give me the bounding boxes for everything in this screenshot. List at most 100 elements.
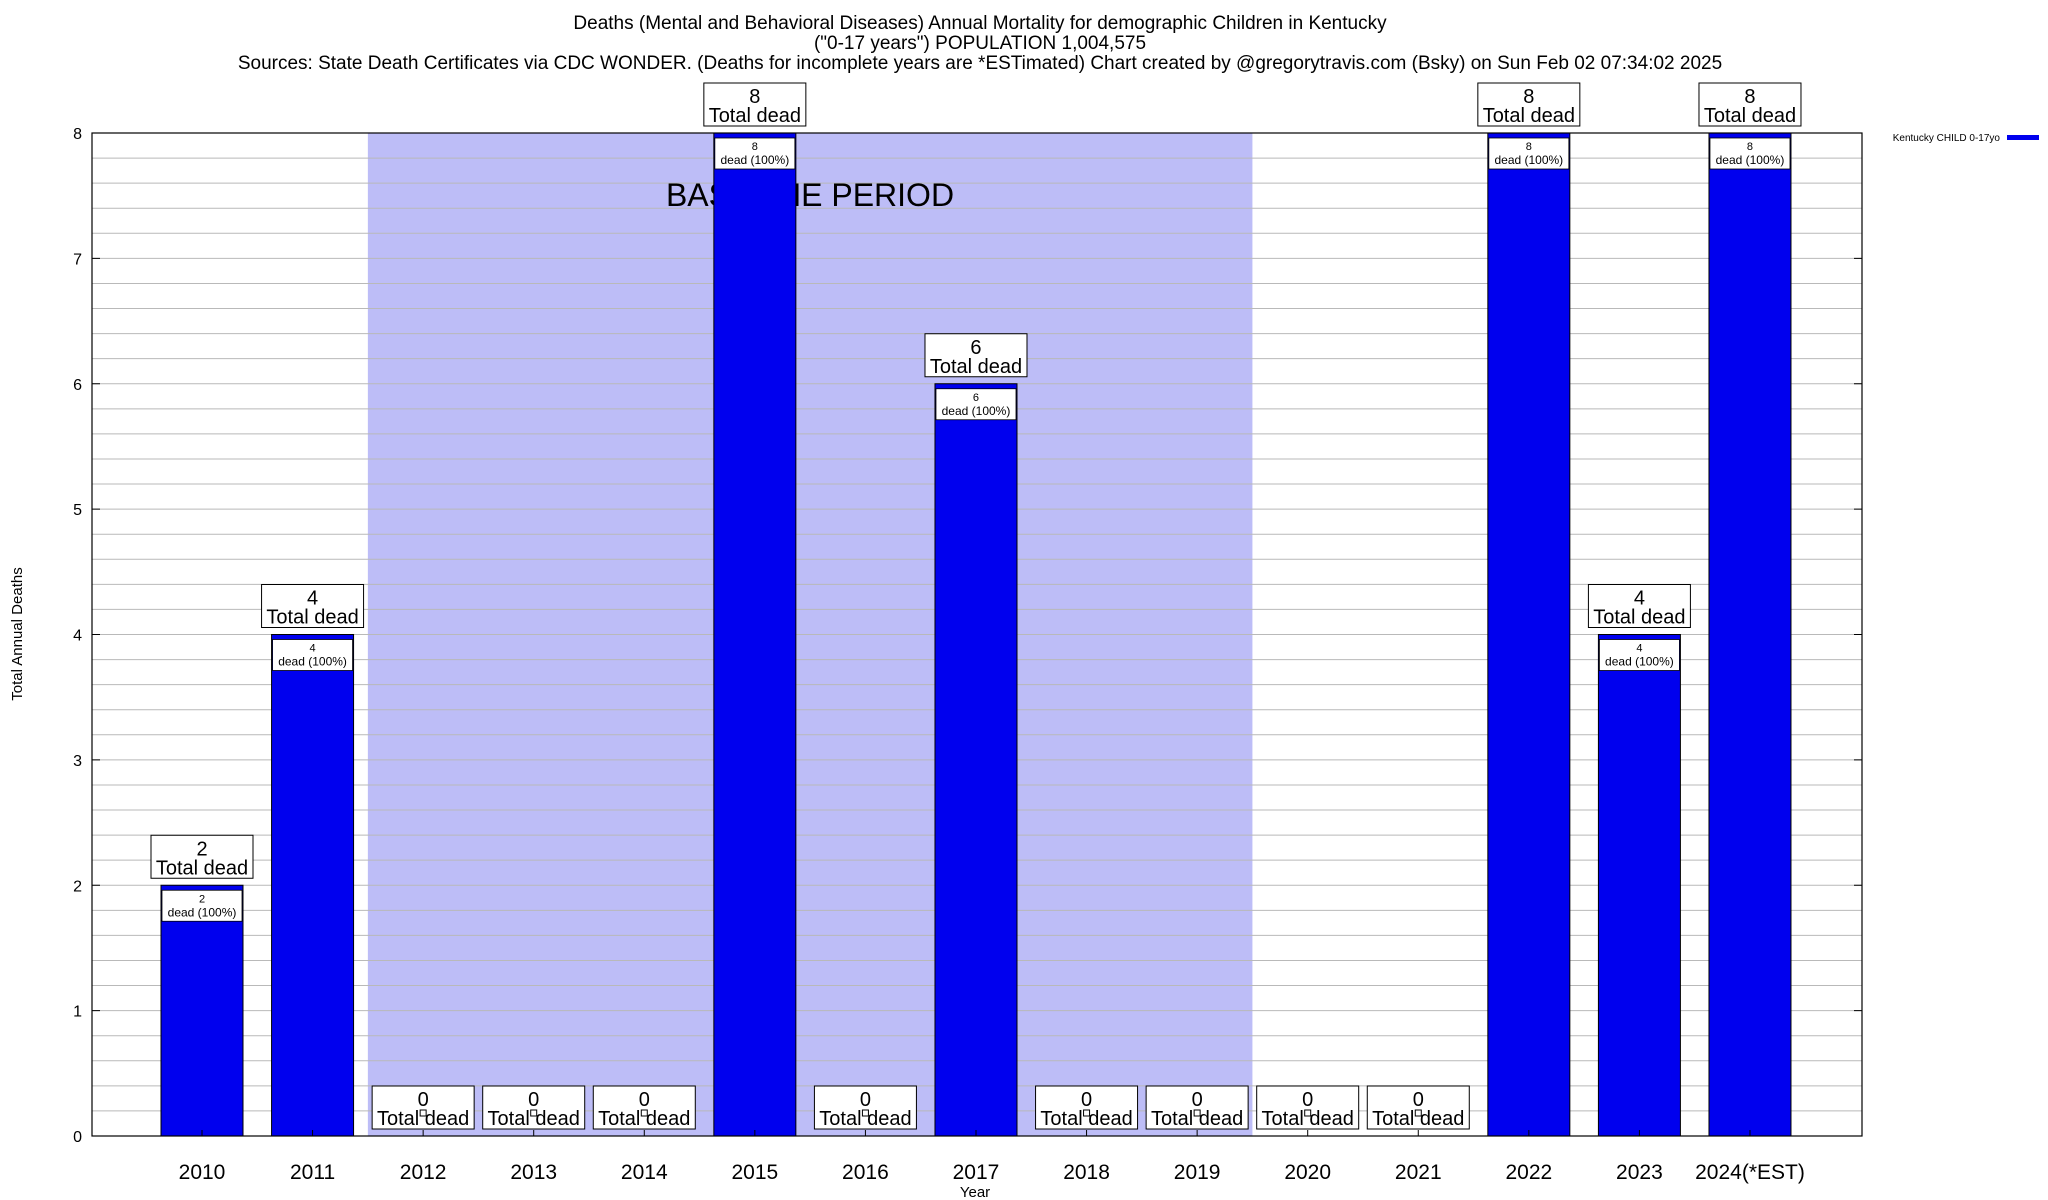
y-tick-label: 8 <box>73 126 82 143</box>
total-value-label: 2 <box>196 838 207 860</box>
inner-value-label: 6 <box>973 392 979 404</box>
total-dead-label: Total dead <box>266 607 358 629</box>
y-tick-label: 2 <box>73 878 82 895</box>
inner-value-label: 4 <box>1636 643 1642 655</box>
inner-label-box <box>714 137 796 170</box>
total-label-box <box>371 1085 475 1130</box>
bar-2024(*EST) <box>1708 132 1792 1137</box>
total-dead-label: Total dead <box>488 1108 580 1130</box>
total-dead-label: Total dead <box>1040 1108 1132 1130</box>
bar-2015 <box>713 132 797 1137</box>
total-label-box <box>1145 1085 1249 1130</box>
total-value-label: 4 <box>1634 588 1645 610</box>
total-value-label: 0 <box>860 1089 871 1111</box>
chart-title: Deaths (Mental and Behavioral Diseases) … <box>573 13 1387 34</box>
bar-2010 <box>160 884 244 1137</box>
total-value-label: 0 <box>639 1089 650 1111</box>
y-tick-label: 7 <box>73 251 82 268</box>
total-label-box <box>482 1085 586 1130</box>
zero-marker <box>1083 1109 1091 1117</box>
x-tick-label: 2015 <box>731 1161 778 1184</box>
total-value-label: 4 <box>307 588 318 610</box>
inner-label-box <box>161 889 243 922</box>
total-dead-label: Total dead <box>819 1108 911 1130</box>
y-tick-label: 5 <box>73 502 82 519</box>
total-label-box <box>1587 584 1691 628</box>
inner-label-box <box>1488 137 1570 170</box>
inner-label-box <box>272 639 353 671</box>
total-label-box <box>1035 1085 1139 1130</box>
legend-label: Kentucky CHILD 0-17yo <box>1893 133 2001 144</box>
x-tick-label: 2019 <box>1174 1161 1221 1184</box>
total-dead-label: Total dead <box>377 1108 469 1130</box>
total-dead-label: Total dead <box>1483 105 1575 127</box>
total-value-label: 6 <box>970 337 981 359</box>
total-dead-label: Total dead <box>930 356 1022 378</box>
total-label-box <box>1366 1085 1470 1130</box>
y-tick-label: 1 <box>73 1004 82 1021</box>
inner-dead-label: dead (100%) <box>168 905 237 919</box>
inner-label-box <box>1599 639 1680 671</box>
inner-dead-label: dead (100%) <box>1716 153 1785 167</box>
total-value-label: 0 <box>1081 1089 1092 1111</box>
x-axis-label: Year <box>960 1184 990 1200</box>
bar-2022 <box>1487 132 1571 1137</box>
total-dead-label: Total dead <box>156 857 248 879</box>
x-tick-label: 2022 <box>1505 1161 1552 1184</box>
total-value-label: 0 <box>1192 1089 1203 1111</box>
zero-marker <box>640 1109 648 1117</box>
zero-marker <box>419 1109 427 1117</box>
bar-2017 <box>934 383 1018 1137</box>
total-label-box <box>1477 82 1581 127</box>
total-label-box <box>1256 1085 1360 1130</box>
total-value-label: 8 <box>1744 86 1755 108</box>
inner-value-label: 8 <box>1526 141 1532 153</box>
zero-marker <box>1414 1109 1422 1117</box>
baseline-period-label: BASELINE PERIOD <box>666 177 954 213</box>
legend-swatch <box>2007 135 2039 140</box>
total-dead-label: Total dead <box>1262 1108 1354 1130</box>
y-tick-label: 6 <box>73 377 82 394</box>
inner-dead-label: dead (100%) <box>1494 153 1563 167</box>
inner-value-label: 4 <box>310 643 316 655</box>
x-tick-label: 2016 <box>842 1161 889 1184</box>
chart-sources-line: Sources: State Death Certificates via CD… <box>237 53 1723 74</box>
y-tick-label: 4 <box>73 628 82 645</box>
zero-marker <box>530 1109 538 1117</box>
inner-dead-label: dead (100%) <box>278 655 347 669</box>
chart-subtitle: ("0-17 years") POPULATION 1,004,575 <box>813 33 1147 54</box>
x-tick-label: 2013 <box>510 1161 557 1184</box>
inner-dead-label: dead (100%) <box>720 153 789 167</box>
x-tick-label: 2014 <box>621 1161 668 1184</box>
total-dead-label: Total dead <box>709 105 801 127</box>
total-label-box <box>1698 82 1802 127</box>
x-tick-label: 2010 <box>179 1161 226 1184</box>
y-axis-label: Total Annual Deaths <box>9 567 26 700</box>
total-dead-label: Total dead <box>1593 607 1685 629</box>
inner-dead-label: dead (100%) <box>1605 655 1674 669</box>
x-tick-label: 2021 <box>1395 1161 1442 1184</box>
total-label-box <box>261 584 365 628</box>
inner-dead-label: dead (100%) <box>942 404 1011 418</box>
total-dead-label: Total dead <box>598 1108 690 1130</box>
x-tick-label: 2012 <box>400 1161 447 1184</box>
zero-marker <box>1304 1109 1312 1117</box>
inner-value-label: 8 <box>1747 141 1753 153</box>
y-tick-label: 3 <box>73 753 82 770</box>
x-tick-label: 2023 <box>1616 1161 1663 1184</box>
total-value-label: 0 <box>1302 1089 1313 1111</box>
bar-2023 <box>1597 634 1681 1137</box>
zero-marker <box>861 1109 869 1117</box>
inner-value-label: 2 <box>199 893 205 905</box>
total-label-box <box>592 1085 696 1130</box>
x-tick-label: 2020 <box>1284 1161 1331 1184</box>
total-label-box <box>703 82 807 127</box>
x-tick-label: 2018 <box>1063 1161 1110 1184</box>
y-tick-label: 0 <box>73 1129 82 1146</box>
bar-2011 <box>271 634 355 1137</box>
total-value-label: 8 <box>749 86 760 108</box>
total-dead-label: Total dead <box>1151 1108 1243 1130</box>
total-value-label: 0 <box>1413 1089 1424 1111</box>
